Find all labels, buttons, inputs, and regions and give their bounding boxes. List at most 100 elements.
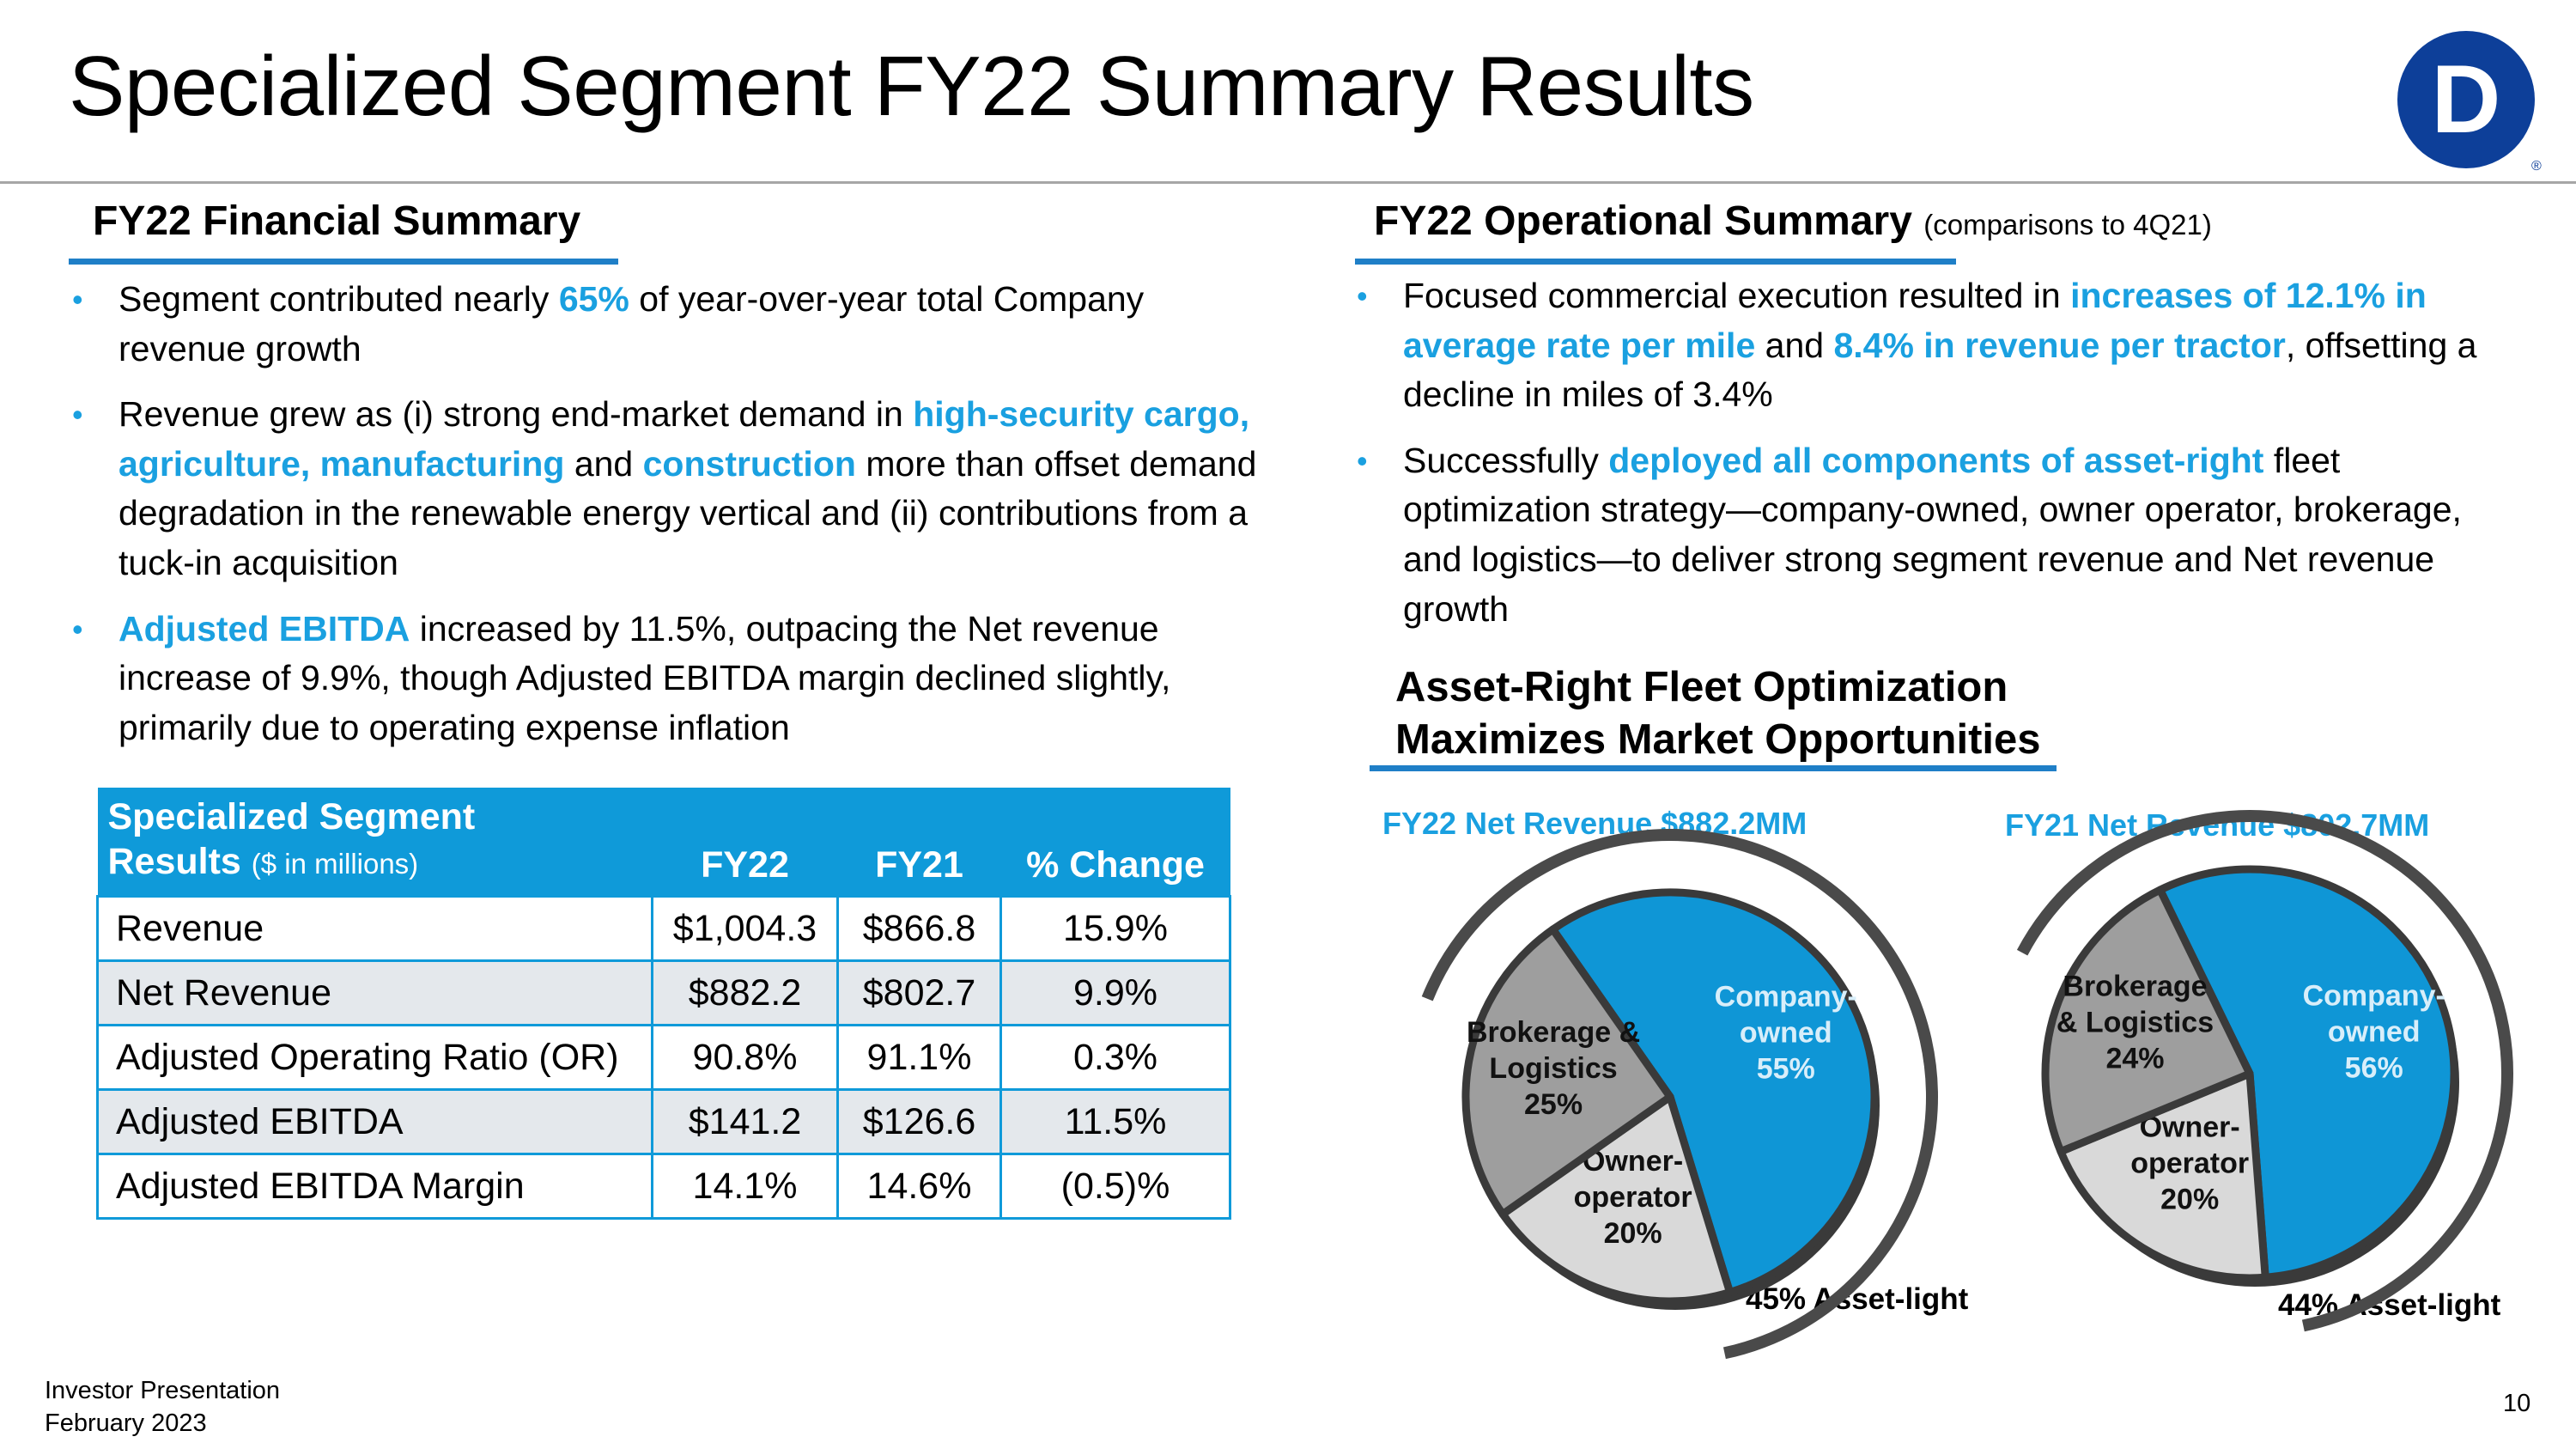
pie-slice-label: Brokerage & Logistics 24% bbox=[2057, 970, 2214, 1075]
logo-registered-mark: ® bbox=[2531, 159, 2542, 174]
bullet-text: of year-over-year total Company revenue … bbox=[118, 279, 1145, 368]
pie-slice-company-owned bbox=[1548, 888, 1879, 1297]
page-number: 10 bbox=[2503, 1390, 2531, 1417]
table-row: Net Revenue $882.2 $802.7 9.9% bbox=[96, 959, 1231, 1026]
fy21-pie: Company-owned 56% Owner-operator 20% Brokera… bbox=[2016, 810, 2513, 1332]
operational-summary-heading: FY22 Operational Summary (comparisons to… bbox=[1374, 198, 2212, 245]
table-row: Adjusted Operating Ratio (OR) 90.8% 91.1% 0… bbox=[96, 1024, 1231, 1091]
pie-slice-label-line: Owner- bbox=[1583, 1145, 1683, 1178]
asset-light-bracket bbox=[2016, 810, 2513, 1332]
fy22-pie-title: FY22 Net Revenue $882.2MM bbox=[1382, 806, 1807, 841]
pie-slice-label-line: Company- bbox=[2303, 980, 2445, 1013]
financial-bullet-1: Segment contributed nearly 65% of year-o… bbox=[72, 275, 1274, 374]
bullet-text: fleet optimization strategy—company-owne… bbox=[1403, 440, 2462, 629]
highlight-text: deployed all components of asset-right bbox=[1608, 440, 2264, 480]
pie-slice-label-line: & Logistics bbox=[2057, 1006, 2214, 1038]
fy22-asset-light-label: 45% Asset-light bbox=[1746, 1282, 1969, 1316]
subheading-line2: Maximizes Market Opportunities bbox=[1395, 716, 2041, 763]
bullet-text: Revenue grew as (i) strong end-market de… bbox=[118, 394, 914, 435]
table-header-unit: ($ in millions) bbox=[251, 848, 419, 880]
footer-line1: Investor Presentation bbox=[45, 1377, 281, 1404]
highlight-text: 65% bbox=[558, 279, 629, 319]
bullet-text: and bbox=[1755, 325, 1834, 365]
financial-bullet-3: Adjusted EBITDA increased by 11.5%, outp… bbox=[72, 605, 1274, 753]
company-logo: D ® bbox=[2397, 31, 2542, 174]
pie-slice-label-line: Brokerage bbox=[2063, 970, 2207, 1002]
pie-slice-owner-operator bbox=[1498, 1093, 1735, 1306]
pie-shadow bbox=[2050, 878, 2459, 1287]
financial-bullet-2: Revenue grew as (i) strong end-market de… bbox=[72, 390, 1274, 588]
fy22-value: 90.8% bbox=[651, 1024, 839, 1091]
table-row: Adjusted EBITDA $141.2 $126.6 11.5% bbox=[96, 1088, 1231, 1155]
bullet-text: Focused commercial execution resulted in bbox=[1403, 276, 2071, 315]
fleet-optimization-subheading: Asset-Right Fleet Optimization Maximizes… bbox=[1395, 661, 2041, 766]
title-divider bbox=[0, 181, 2576, 184]
table-header-change: % Change bbox=[1000, 788, 1230, 897]
pie-slice-label: Owner-operator 20% bbox=[1574, 1145, 1692, 1250]
fy21-value: $126.6 bbox=[836, 1088, 1002, 1155]
pie-slice-brokerage-logistics bbox=[1461, 925, 1674, 1219]
table-header-title-line1: Specialized Segment bbox=[107, 796, 476, 837]
fy21-value: 14.6% bbox=[836, 1153, 1002, 1220]
pie-slice-label-line: owned bbox=[2328, 1016, 2421, 1049]
bullet-text: , offsetting a decline in miles of 3.4% bbox=[1403, 325, 2477, 415]
pie-slice-label-line: Logistics bbox=[1489, 1052, 1617, 1085]
fy21-asset-light-label: 44% Asset-light bbox=[2278, 1288, 2501, 1322]
operational-heading-rule bbox=[1355, 259, 1956, 265]
row-label: Adjusted EBITDA bbox=[96, 1088, 653, 1155]
table-header-title-line2: Results bbox=[107, 841, 241, 882]
row-label: Net Revenue bbox=[96, 959, 653, 1026]
table-row: Adjusted EBITDA Margin 14.1% 14.6% (0.5)% bbox=[96, 1153, 1231, 1220]
pie-slice-brokerage-logistics bbox=[2041, 886, 2254, 1156]
change-value: (0.5)% bbox=[999, 1153, 1231, 1220]
highlight-text: construction bbox=[642, 443, 856, 484]
table-row: Revenue $1,004.3 $866.8 15.9% bbox=[96, 895, 1231, 962]
fy22-value: 14.1% bbox=[651, 1153, 839, 1220]
pie-slice-label-line: 25% bbox=[1524, 1088, 1583, 1121]
pie-slice-label-line: operator bbox=[1574, 1181, 1692, 1214]
pie-slice-label-line: Brokerage & bbox=[1467, 1016, 1640, 1049]
pie-slice-label-line: owned bbox=[1740, 1016, 1832, 1049]
pie-shadow bbox=[1471, 901, 1880, 1310]
pie-slice-owner-operator bbox=[2057, 1069, 2269, 1282]
fy21-pie-title: FY21 Net Revenue $802.7MM bbox=[2005, 807, 2430, 843]
table-header-row: Specialized Segment Results ($ in millio… bbox=[97, 788, 1230, 897]
logo-circle bbox=[2397, 31, 2535, 168]
pie-slice-label-line: 20% bbox=[1604, 1217, 1662, 1250]
pie-slice-label: Owner-operator 20% bbox=[2130, 1111, 2249, 1216]
table-header-fy21: FY21 bbox=[837, 788, 1001, 897]
fy22-value: $1,004.3 bbox=[651, 895, 839, 962]
operational-bullet-2: Successfully deployed all components of … bbox=[1357, 436, 2507, 634]
bullet-text: Segment contributed nearly bbox=[118, 279, 559, 319]
footer-line2: February 2023 bbox=[45, 1409, 207, 1437]
change-value: 15.9% bbox=[999, 895, 1231, 962]
highlight-text: increases of 12.1% in average rate per m… bbox=[1403, 276, 2427, 365]
pie-slice-company-owned bbox=[2156, 865, 2458, 1282]
pie-slice-label: Company-owned 55% bbox=[1715, 980, 1857, 1085]
fy22-value: $141.2 bbox=[651, 1088, 839, 1155]
table-header-title: Specialized Segment Results ($ in millio… bbox=[97, 788, 653, 897]
fy21-value: $802.7 bbox=[836, 959, 1002, 1026]
results-table: Specialized Segment Results ($ in millio… bbox=[96, 788, 1231, 1220]
asset-light-bracket bbox=[1421, 828, 1938, 1360]
row-label: Adjusted EBITDA Margin bbox=[96, 1153, 653, 1220]
row-label: Revenue bbox=[96, 895, 653, 962]
highlight-text: 8.4% in revenue per tractor bbox=[1833, 325, 2286, 365]
highlight-text: high-security cargo, agriculture, manufa… bbox=[118, 394, 1250, 484]
bullet-text: and bbox=[564, 443, 643, 484]
operational-bullet-1: Focused commercial execution resulted in… bbox=[1357, 271, 2507, 420]
pie-slice-label-line: Owner- bbox=[2140, 1111, 2240, 1144]
row-label: Adjusted Operating Ratio (OR) bbox=[96, 1024, 653, 1091]
highlight-text: Adjusted EBITDA bbox=[118, 608, 410, 648]
bullet-text: more than offset demand degradation in t… bbox=[118, 443, 1257, 582]
pie-slice-label-line: 24% bbox=[2105, 1042, 2164, 1075]
subheading-rule bbox=[1370, 765, 2057, 771]
bullet-text: increased by 11.5%, outpacing the Net re… bbox=[118, 608, 1171, 747]
page-title: Specialized Segment FY22 Summary Results bbox=[69, 39, 1754, 133]
change-value: 0.3% bbox=[999, 1024, 1231, 1091]
pie-slice-label-line: 56% bbox=[2345, 1052, 2403, 1085]
operational-heading-text: FY22 Operational Summary bbox=[1374, 198, 1912, 244]
fy22-pie: Company-owned 55%Owner-operator 20%Brokera… bbox=[1421, 828, 1938, 1360]
table-header-fy22: FY22 bbox=[652, 788, 838, 897]
pie-slice-label-line: 20% bbox=[2160, 1184, 2219, 1216]
